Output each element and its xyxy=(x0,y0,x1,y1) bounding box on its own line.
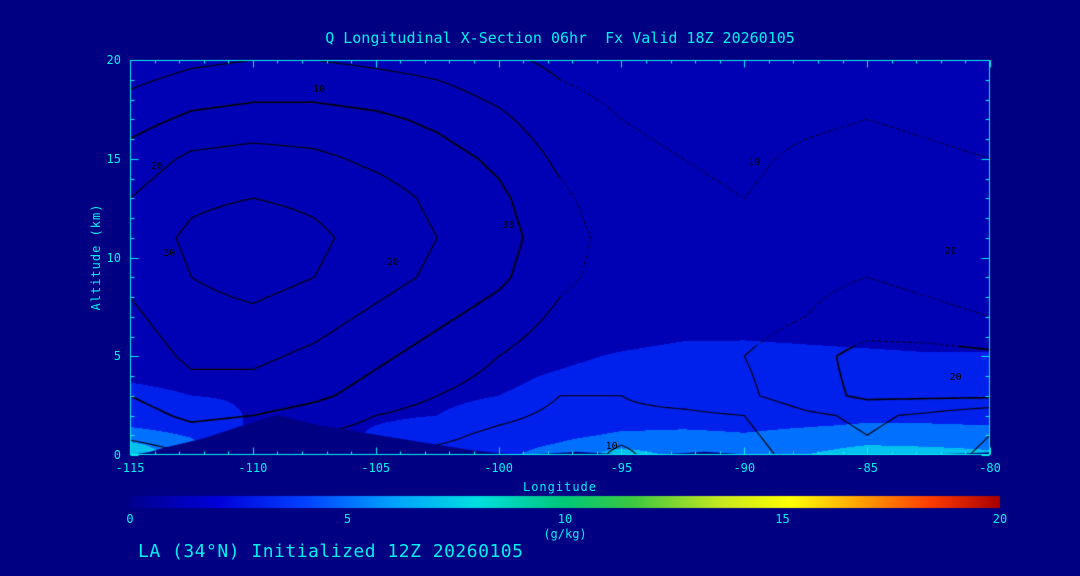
x-axis-tick-label: -85 xyxy=(856,461,878,475)
contour-label: 10 xyxy=(748,156,761,168)
x-axis-tick-label: -95 xyxy=(610,461,633,475)
x-axis-tick-label: -115 xyxy=(115,461,145,475)
colorbar-units-label: (g/kg) xyxy=(543,527,587,541)
contour-label: 10 xyxy=(605,441,618,453)
contour-label: 20 xyxy=(150,160,164,172)
colorbar-tick-label: 5 xyxy=(343,512,352,526)
chart-title: Q Longitudinal X-Section 06hr Fx Valid 1… xyxy=(325,29,795,47)
y-axis-tick-label: 10 xyxy=(106,250,121,265)
init-caption: LA (34°N) Initialized 12Z 20260105 xyxy=(138,541,524,562)
y-axis-tick-label: 0 xyxy=(113,448,121,462)
x-axis-tick-label: -105 xyxy=(361,461,391,475)
colorbar-tick-label: 20 xyxy=(992,512,1008,526)
contour-label: 30 xyxy=(502,219,515,231)
x-axis-tick-label: -100 xyxy=(484,461,514,475)
y-axis-tick-label: 5 xyxy=(113,349,121,364)
x-axis-tick-label: -110 xyxy=(238,461,268,475)
x-axis-tick-label: -90 xyxy=(733,461,756,475)
y-axis-tick-label: 15 xyxy=(106,151,121,166)
y-axis-tick-label: 20 xyxy=(106,53,121,67)
contour-label: 20 xyxy=(386,257,399,269)
contour-label: 30 xyxy=(163,247,176,259)
y-axis-label: Altitude (km) xyxy=(89,203,103,311)
contour-label: 10 xyxy=(313,83,326,95)
colorbar-tick-label: 0 xyxy=(126,512,134,526)
colorbar-tick-label: 10 xyxy=(557,512,573,526)
colorbar-tick-label: 15 xyxy=(775,512,790,526)
x-axis-label: Longitude xyxy=(522,480,598,494)
x-axis-tick-label: -80 xyxy=(979,461,1001,475)
contour-label: 20 xyxy=(944,245,957,257)
contour-label: 20 xyxy=(949,371,962,383)
